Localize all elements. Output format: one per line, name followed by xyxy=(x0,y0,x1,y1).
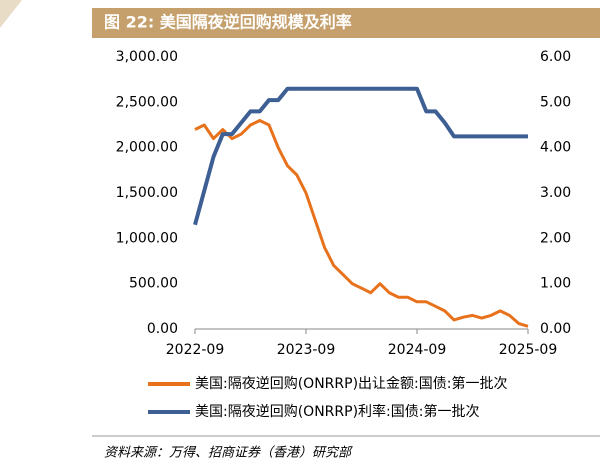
y-tick-label: 2,500.00 xyxy=(116,94,178,110)
legend-label: 美国:隔夜逆回购(ONRRP)利率:国债:第一批次 xyxy=(195,403,479,420)
y-tick-label: 2,000.00 xyxy=(116,140,178,156)
y-tick-label: 0.00 xyxy=(147,321,178,337)
x-tick-label: 2024-09 xyxy=(388,342,447,358)
series-line xyxy=(193,86,528,226)
y-tick-label: 1,500.00 xyxy=(116,185,178,201)
y2-tick-label: 1.00 xyxy=(540,276,571,292)
series-line xyxy=(194,118,529,328)
x-tick-label: 2022-09 xyxy=(166,342,225,358)
y-tick-label: 500.00 xyxy=(129,276,178,292)
chart-title: 图 22: 美国隔夜逆回购规模及利率 xyxy=(104,13,352,32)
title-bar xyxy=(92,8,600,38)
y2-tick-label: 4.00 xyxy=(540,140,571,156)
legend-label: 美国:隔夜逆回购(ONRRP)出让金额:国债:第一批次 xyxy=(195,375,507,392)
y2-tick-label: 6.00 xyxy=(540,49,571,65)
y-tick-label: 3,000.00 xyxy=(116,49,178,65)
x-tick-label: 2023-09 xyxy=(277,342,336,358)
y2-tick-label: 5.00 xyxy=(540,94,571,110)
y2-tick-label: 2.00 xyxy=(540,230,571,246)
corner-decoration xyxy=(0,0,22,28)
y2-tick-label: 0.00 xyxy=(540,321,571,337)
x-tick-label: 2025-09 xyxy=(499,342,558,358)
y2-tick-label: 3.00 xyxy=(540,185,571,201)
source: 资料来源：万得、招商证券（香港）研究部 xyxy=(104,445,353,461)
y-tick-label: 1,000.00 xyxy=(116,230,178,246)
